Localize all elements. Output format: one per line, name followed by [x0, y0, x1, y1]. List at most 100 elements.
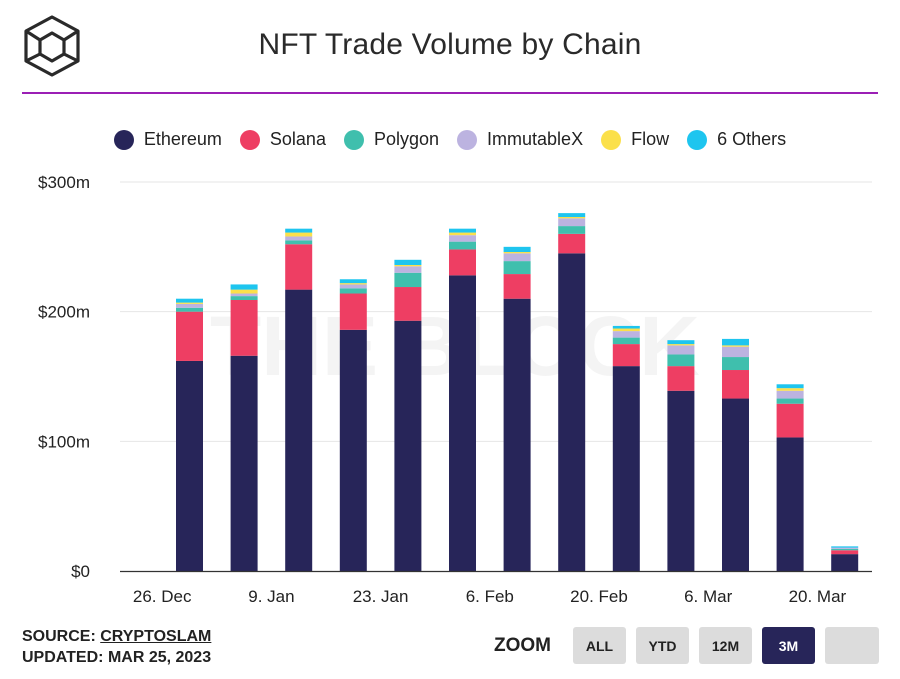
bar-segment-polygon — [176, 307, 203, 312]
bar-segment-solana — [394, 287, 422, 321]
bar-segment-immutablex — [285, 236, 313, 241]
cube-logo-icon — [24, 15, 80, 77]
legend-swatch — [239, 129, 260, 150]
x-tick-label: 26. Dec — [133, 587, 192, 606]
bar-segment-solana — [831, 550, 859, 555]
x-tick-label: 20. Feb — [570, 587, 628, 606]
bar-segment-polygon — [667, 354, 695, 367]
x-tick-label: 20. Mar — [789, 587, 847, 606]
bar-segment-polygon — [776, 398, 804, 404]
bar-segment-solana — [503, 274, 531, 299]
bar-segment-immutablex — [776, 390, 804, 399]
bar-segment-ethereum — [722, 398, 749, 571]
bar-segment-solana — [667, 366, 695, 391]
chart-title: NFT Trade Volume by Chain — [258, 28, 642, 61]
zoom-controls: ZOOM ALL YTD 12M 3M — [494, 627, 879, 664]
zoom-ytd-button[interactable]: YTD — [636, 627, 689, 664]
bar-segment-immutablex — [176, 303, 203, 308]
bar-segment-ethereum — [449, 275, 476, 571]
zoom-extra-button[interactable] — [825, 627, 879, 664]
bar-segment-immutablex — [612, 331, 640, 338]
x-tick-label: 9. Jan — [248, 587, 294, 606]
bar-segment-flow — [176, 302, 203, 304]
source-link[interactable]: CRYPTOSLAM — [100, 628, 212, 645]
y-tick-label: $0 — [71, 562, 90, 581]
bar-segment-solana — [285, 244, 313, 290]
bar-segment-solana — [176, 311, 203, 361]
source-info: SOURCE: CRYPTOSLAM UPDATED: MAR 25, 2023 — [22, 626, 211, 668]
y-tick-label: $100m — [38, 432, 90, 451]
bar-segment-ethereum — [831, 554, 859, 571]
x-tick-label: 6. Mar — [684, 587, 733, 606]
bar-segment-solana — [722, 370, 749, 399]
bar-segment-ethereum — [503, 298, 531, 571]
bar-segment-6-others — [776, 384, 804, 389]
the-block-logo — [22, 14, 82, 78]
bar-segment-ethereum — [394, 320, 422, 571]
legend-item-polygon[interactable]: Polygon — [343, 129, 439, 150]
bar-segment-ethereum — [230, 355, 258, 571]
legend-item-ethereum[interactable]: Ethereum — [113, 129, 222, 150]
bar-segment-ethereum — [558, 253, 586, 572]
bar-segment-6-others — [558, 213, 586, 218]
bar-segment-solana — [612, 344, 640, 367]
x-tick-label: 23. Jan — [353, 587, 409, 606]
bar-segment-flow — [612, 328, 640, 332]
bar-segment-ethereum — [667, 390, 695, 571]
legend-item-immutablex[interactable]: ImmutableX — [457, 129, 583, 150]
bar-segment-flow — [558, 217, 586, 219]
bar-segment-flow — [667, 344, 695, 346]
zoom-3m-button[interactable]: 3M — [762, 627, 815, 664]
bar-segment-polygon — [285, 240, 313, 245]
legend-swatch — [687, 129, 708, 150]
bar-segment-immutablex — [503, 253, 531, 262]
legend-item-solana[interactable]: Solana — [239, 129, 326, 150]
updated-label: UPDATED: — [22, 649, 104, 666]
bar-segment-flow — [285, 232, 313, 237]
legend-label: Ethereum — [143, 129, 222, 149]
bar-segment-6-others — [449, 228, 476, 233]
bar-segment-6-others — [230, 284, 258, 290]
bar-segment-ethereum — [339, 329, 367, 571]
updated-line: UPDATED: MAR 25, 2023 — [22, 647, 211, 668]
bar-segment-6-others — [612, 325, 640, 329]
bar-segment-immutablex — [831, 547, 859, 549]
source-label: SOURCE: — [22, 628, 96, 645]
y-tick-label: $200m — [38, 303, 90, 322]
bar-segment-polygon — [831, 548, 859, 551]
bar-segment-6-others — [503, 246, 531, 253]
bar-segment-immutablex — [558, 218, 586, 227]
legend-label: Flow — [631, 129, 670, 149]
bar-segment-flow — [503, 252, 531, 254]
bar-segment-flow — [394, 264, 422, 267]
legend-swatch — [113, 129, 134, 150]
bar-segment-ethereum — [776, 437, 804, 571]
bar-segment-immutablex — [230, 293, 258, 297]
bar-segment-6-others — [831, 546, 859, 548]
bar-segment-ethereum — [285, 289, 313, 571]
bar-segment-immutablex — [667, 345, 695, 355]
zoom-all-button[interactable]: ALL — [573, 627, 626, 664]
bar-segment-immutablex — [394, 266, 422, 273]
bar-segment-polygon — [612, 337, 640, 345]
bar-segment-immutablex — [722, 346, 749, 358]
zoom-12m-button[interactable]: 12M — [699, 627, 752, 664]
legend-item-flow[interactable]: Flow — [601, 129, 669, 150]
bar-segment-flow — [449, 232, 476, 236]
bar-segment-polygon — [558, 226, 586, 234]
bar-segment-solana — [339, 293, 367, 330]
updated-date: MAR 25, 2023 — [107, 649, 212, 666]
bar-segment-6-others — [285, 228, 313, 233]
bar-segment-polygon — [722, 357, 749, 371]
bar-segment-solana — [776, 403, 804, 438]
bar-segment-solana — [230, 299, 258, 356]
bar-segment-6-others — [667, 340, 695, 345]
legend-item-others[interactable]: 6 Others — [687, 129, 786, 150]
bar-segment-6-others — [722, 338, 749, 346]
zoom-label: ZOOM — [494, 634, 551, 656]
bar-segment-6-others — [394, 259, 422, 265]
bar-segment-solana — [449, 249, 476, 276]
bar-segment-6-others — [339, 279, 367, 284]
bar-segment-polygon — [230, 296, 258, 300]
